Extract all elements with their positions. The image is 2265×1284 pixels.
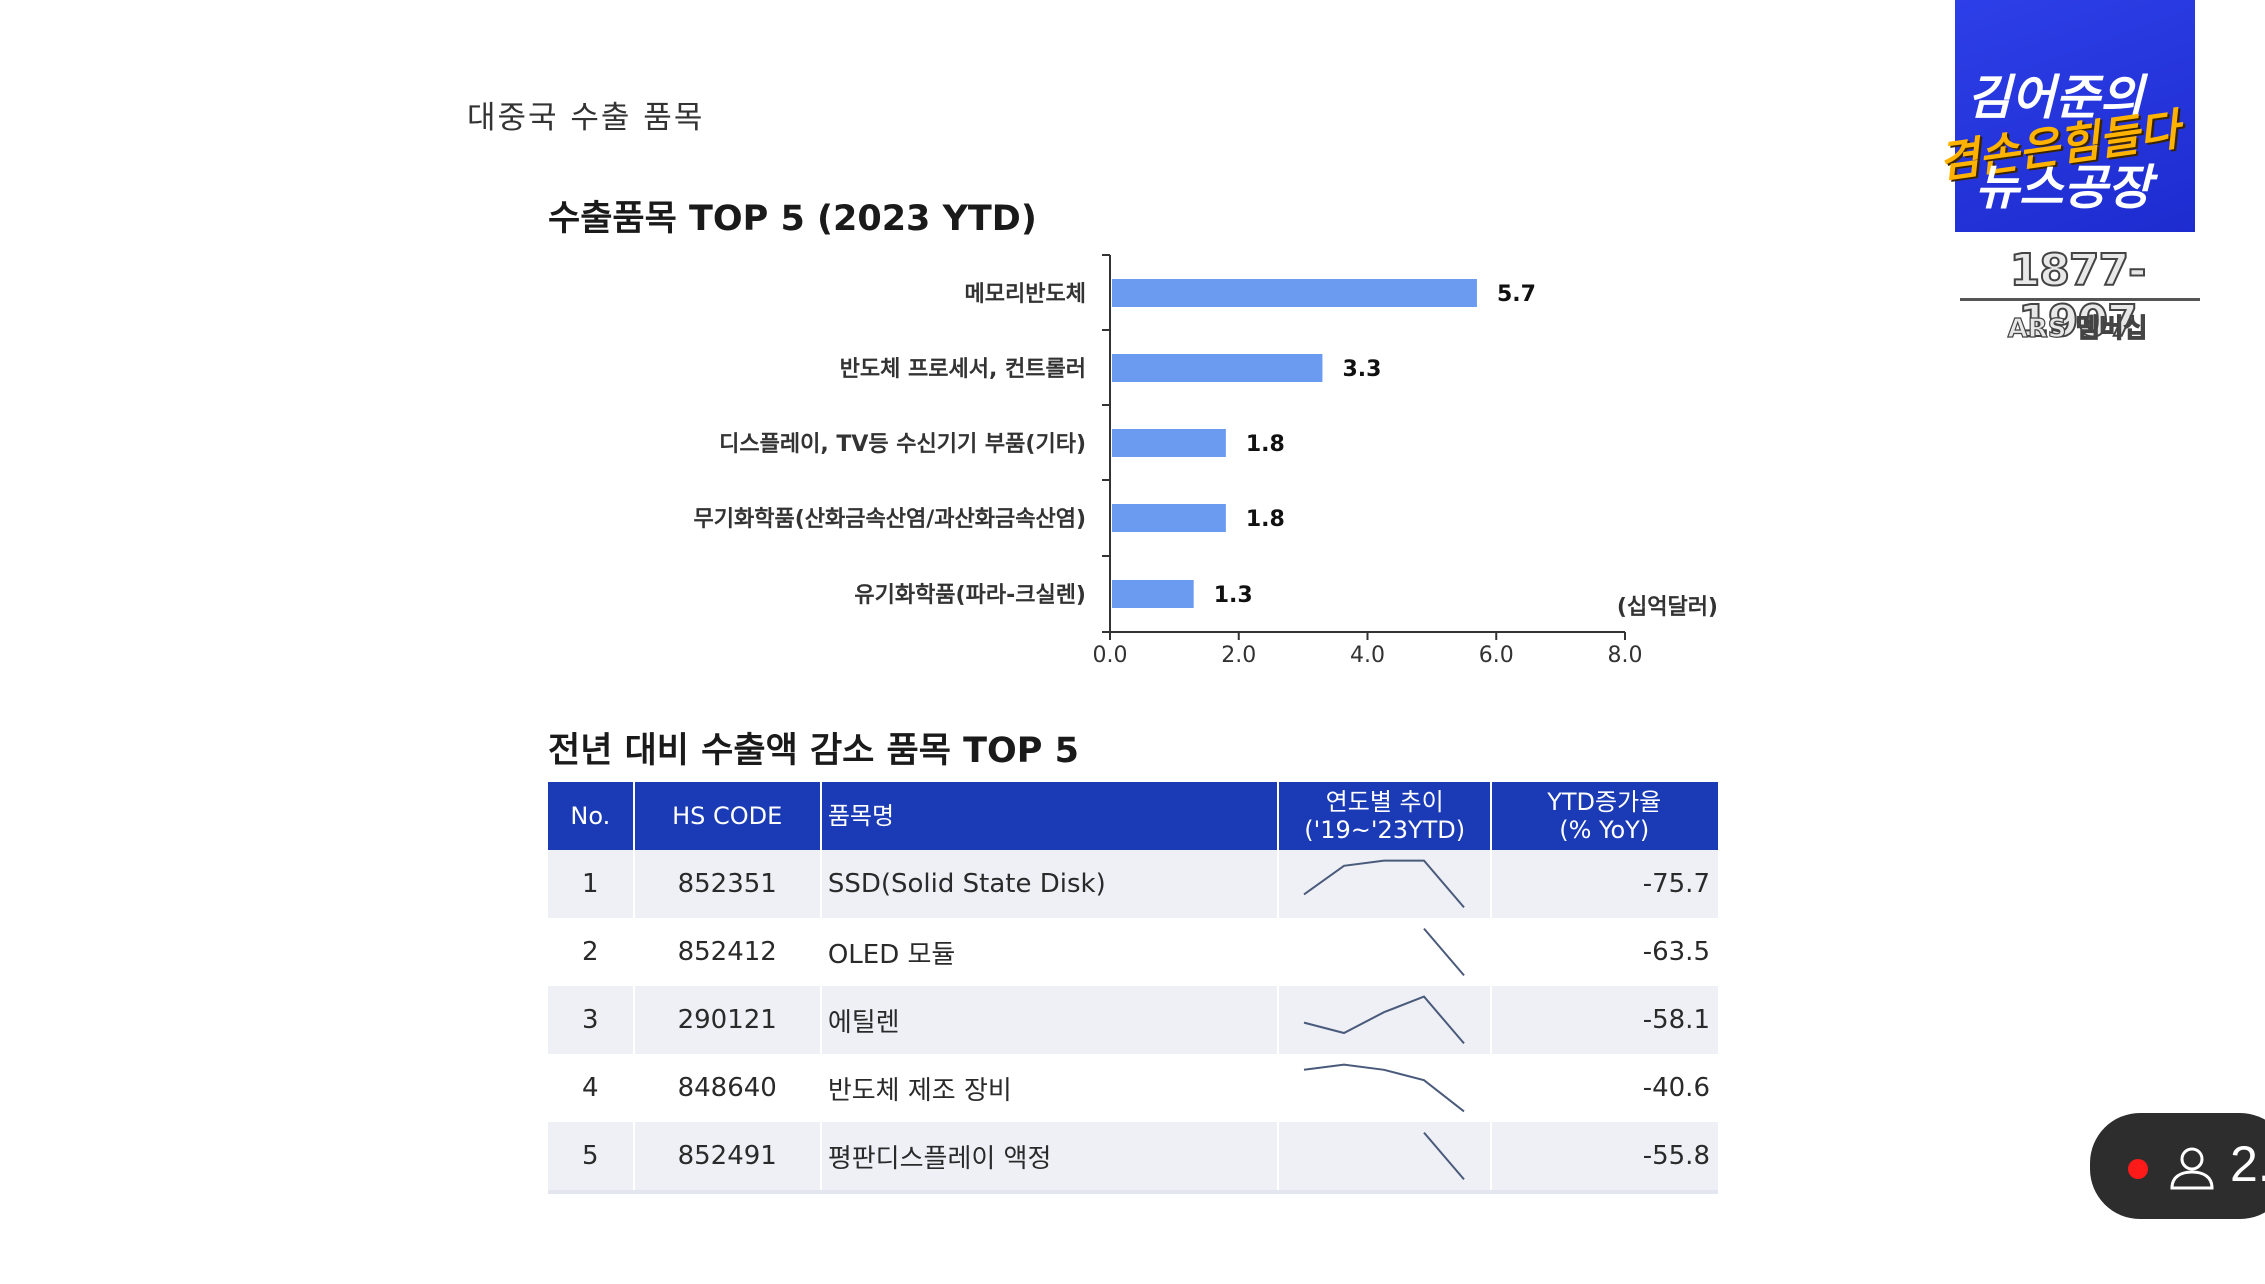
- header-trend-line1: 연도별 추이: [1325, 788, 1444, 816]
- category-label: 디스플레이, TV등 수신기기 부품(기타): [719, 432, 1086, 457]
- row-hs-code: 852491: [633, 1122, 822, 1194]
- trend-line: [1423, 1131, 1465, 1181]
- trend-sparkline: [1303, 995, 1465, 1045]
- row-no: 2: [548, 918, 635, 986]
- row-item-name: SSD(Solid State Disk): [820, 850, 1279, 918]
- row-hs-code: 852351: [633, 850, 822, 918]
- trend-sparkline: [1303, 1063, 1465, 1113]
- ad-divider: [1960, 298, 2200, 301]
- row-item-name: OLED 모듈: [820, 918, 1279, 986]
- row-no: 1: [548, 850, 635, 918]
- x-tick-label: 0.0: [1093, 643, 1128, 668]
- table-header-row: No. HS CODE 품목명 연도별 추이 ('19~'23YTD) YTD증…: [548, 782, 1718, 850]
- person-icon: [2170, 1147, 2214, 1190]
- category-label: 반도체 프로세서, 컨트롤러: [840, 357, 1086, 382]
- category-label: 무기화학품(산화금속산염/과산화금속산염): [694, 507, 1086, 532]
- row-ytd: -58.1: [1491, 986, 1718, 1054]
- live-viewer-badge[interactable]: 2.: [2090, 1113, 2265, 1219]
- table-row: 3 290121 에틸렌 -58.1: [548, 986, 1718, 1054]
- x-tick-label: 4.0: [1350, 643, 1385, 668]
- category-label: 유기화학품(파라-크실렌): [854, 583, 1086, 608]
- row-ytd: -55.8: [1491, 1122, 1718, 1194]
- bar: [1112, 429, 1226, 457]
- chart-title: 수출품목 TOP 5 (2023 YTD): [548, 199, 1037, 239]
- row-trend-cell: [1277, 1054, 1493, 1122]
- ad-background: [1955, 0, 2195, 232]
- row-ytd: -40.6: [1491, 1054, 1718, 1122]
- table-row: 4 848640 반도체 제조 장비 -40.6: [548, 1054, 1718, 1122]
- bar-value-label: 1.8: [1246, 432, 1285, 457]
- header-no: No.: [548, 782, 635, 850]
- header-ytd-line1: YTD증가율: [1547, 788, 1662, 816]
- header-hs-code: HS CODE: [633, 782, 822, 850]
- row-trend-cell: [1277, 986, 1493, 1054]
- unit-label: (십억달러): [1617, 595, 1718, 620]
- page-caption: 대중국 수출 품목: [467, 100, 705, 136]
- live-dot-icon: [2128, 1159, 2148, 1179]
- row-hs-code: 290121: [633, 986, 822, 1054]
- bar: [1112, 504, 1226, 532]
- trend-sparkline: [1423, 927, 1465, 977]
- ad-title-line1: 김어준의: [1967, 70, 2144, 126]
- bar-value-label: 5.7: [1497, 282, 1536, 307]
- bar: [1112, 354, 1323, 382]
- table-row: 5 852491 평판디스플레이 액정 -55.8: [548, 1122, 1718, 1194]
- row-no: 4: [548, 1054, 635, 1122]
- x-tick-label: 6.0: [1479, 643, 1514, 668]
- row-ytd: -63.5: [1491, 918, 1718, 986]
- row-no: 5: [548, 1122, 635, 1194]
- bar-value-label: 1.8: [1246, 507, 1285, 532]
- table-title: 전년 대비 수출액 감소 품목 TOP 5: [548, 731, 1079, 771]
- header-trend-line2: ('19~'23YTD): [1304, 816, 1466, 844]
- channel-ad-banner[interactable]: 김어준의 겸손은힘들다 뉴스공장: [1935, 0, 2200, 235]
- trend-line: [1303, 1063, 1465, 1113]
- row-ytd: -75.7: [1491, 850, 1718, 918]
- row-trend-cell: [1277, 850, 1493, 918]
- trend-line: [1303, 859, 1465, 909]
- header-ytd-line2: (% YoY): [1559, 816, 1650, 844]
- row-hs-code: 848640: [633, 1054, 822, 1122]
- category-label: 메모리반도체: [965, 282, 1086, 307]
- trend-line: [1303, 995, 1465, 1045]
- ad-title-line3: 뉴스공장: [1975, 160, 2152, 216]
- table-row: 1 852351 SSD(Solid State Disk) -75.7: [548, 850, 1718, 918]
- header-item-name: 품목명: [820, 782, 1279, 850]
- trend-sparkline: [1303, 859, 1465, 909]
- row-hs-code: 852412: [633, 918, 822, 986]
- header-trend: 연도별 추이 ('19~'23YTD): [1277, 782, 1493, 850]
- bar-chart: 0.0 2.0 4.0 6.0 8.0 5.7 메모리반도체 3.3 반도체 프로세서, 컨트롤…: [694, 254, 1718, 668]
- row-trend-cell: [1277, 1122, 1493, 1194]
- bar-value-label: 3.3: [1342, 357, 1381, 382]
- trend-line: [1423, 927, 1465, 977]
- row-trend-cell: [1277, 918, 1493, 986]
- row-no: 3: [548, 986, 635, 1054]
- bar-value-label: 1.3: [1214, 583, 1253, 608]
- row-item-name: 반도체 제조 장비: [820, 1054, 1279, 1122]
- ad-ars-label: ARS 멤버십: [2007, 313, 2148, 344]
- table-row: 2 852412 OLED 모듈 -63.5: [548, 918, 1718, 986]
- bar: [1112, 580, 1194, 608]
- decline-table: No. HS CODE 품목명 연도별 추이 ('19~'23YTD) YTD증…: [548, 782, 1718, 1194]
- row-item-name: 평판디스플레이 액정: [820, 1122, 1279, 1194]
- header-ytd: YTD증가율 (% YoY): [1491, 782, 1718, 850]
- trend-sparkline: [1423, 1131, 1465, 1181]
- viewer-count: 2.: [2230, 1136, 2265, 1192]
- bar: [1112, 279, 1477, 307]
- x-tick-label: 8.0: [1608, 643, 1643, 668]
- x-tick-label: 2.0: [1221, 643, 1256, 668]
- row-item-name: 에틸렌: [820, 986, 1279, 1054]
- ad-phone-number: 1877-1907: [2009, 244, 2148, 348]
